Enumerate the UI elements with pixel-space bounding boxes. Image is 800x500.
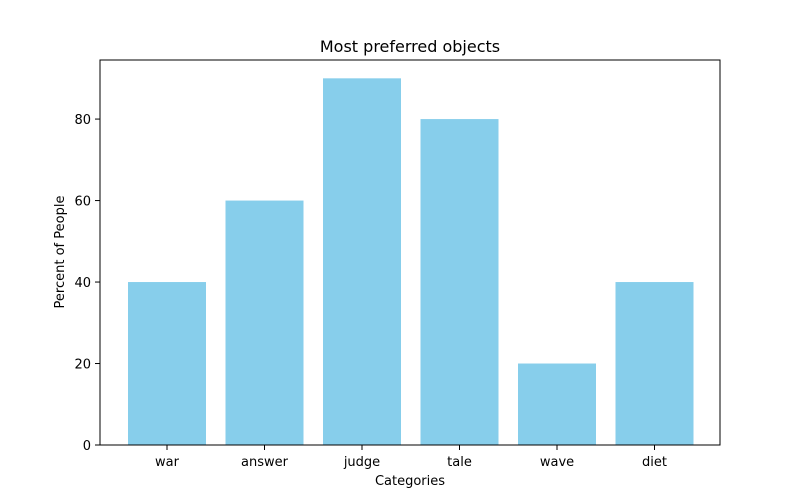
x-tick-label-war: war (155, 455, 180, 470)
bar-diet (615, 282, 694, 445)
plot-frame (99, 59, 721, 446)
bar-war (128, 282, 206, 445)
y-tick-label-20: 20 (74, 358, 91, 373)
bars-layer (128, 78, 694, 445)
x-tick-label-answer: answer (241, 455, 289, 470)
y-tick-label-0: 0 (83, 439, 91, 454)
x-tick-label-judge: judge (343, 455, 380, 470)
bar-answer (225, 200, 304, 445)
chart-title: Most preferred objects (320, 37, 500, 56)
x-axis-label: Categories (375, 474, 445, 489)
bar-tale (420, 119, 499, 445)
y-axis: 0 20 40 60 80 (74, 113, 100, 454)
bar-wave (518, 363, 596, 445)
bar-judge (323, 78, 401, 445)
y-tick-label-80: 80 (74, 113, 91, 128)
y-axis-label: Percent of People (53, 196, 68, 309)
y-tick-label-40: 40 (74, 276, 91, 291)
x-tick-label-tale: tale (447, 455, 472, 470)
y-tick-label-60: 60 (74, 195, 91, 210)
x-tick-label-diet: diet (642, 455, 667, 470)
x-axis: war answer judge tale wave diet (155, 445, 667, 470)
x-tick-label-wave: wave (540, 455, 574, 470)
